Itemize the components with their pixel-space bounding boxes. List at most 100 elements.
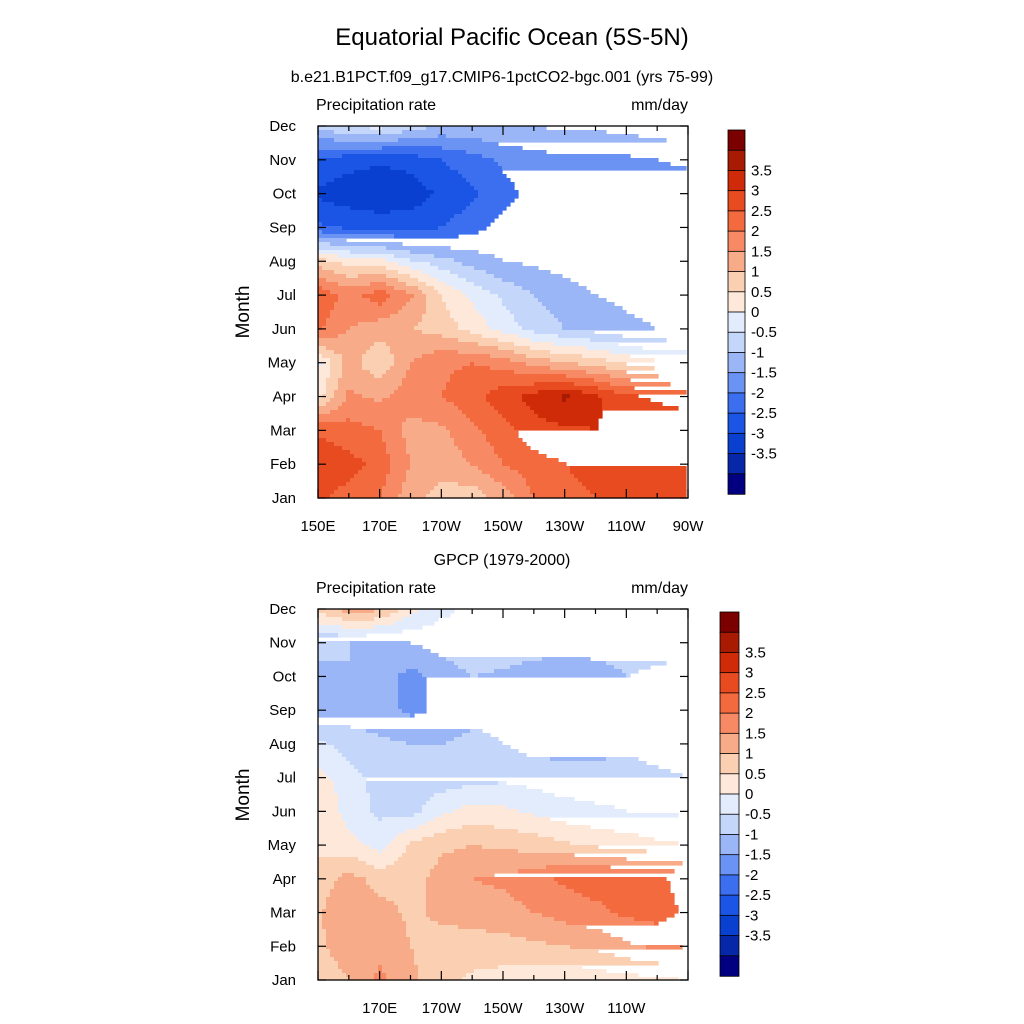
- colorbar-swatch: [719, 611, 740, 633]
- colorbar-label: 3: [745, 665, 753, 682]
- colorbar-label: 2: [745, 705, 753, 722]
- colorbar-swatch: [719, 854, 740, 876]
- colorbar-swatch: [727, 170, 746, 192]
- panel-model-left-label: Precipitation rate: [316, 97, 436, 114]
- lon-label: 150W: [483, 1000, 523, 1017]
- month-label: Aug: [269, 253, 296, 270]
- colorbar-label: -2: [745, 867, 758, 884]
- colorbar-swatch: [727, 230, 746, 253]
- colorbar-swatch: [727, 250, 746, 273]
- month-label: Jul: [277, 287, 296, 304]
- month-label: Mar: [270, 905, 296, 922]
- month-label: May: [268, 837, 297, 854]
- month-label: Apr: [273, 871, 296, 888]
- colorbar-label: 1.5: [751, 243, 772, 260]
- lon-label: 90W: [673, 518, 705, 535]
- colorbar-swatch: [719, 652, 740, 674]
- colorbar-label: 2: [751, 223, 759, 240]
- colorbar-swatch: [719, 834, 740, 856]
- colorbar-swatch: [719, 935, 740, 957]
- lon-label: 150W: [483, 518, 523, 535]
- lon-label: 170W: [422, 518, 462, 535]
- panel-model-colorbar: 3.5 3 2.5 2 1.5 1 0.5 0 -0.5 -1 -1.5 -2 -2.5 -3 -3.5: [727, 129, 777, 495]
- colorbar-label: 3.5: [751, 162, 772, 179]
- colorbar-label: -3.5: [745, 928, 771, 945]
- colorbar-label: -1: [745, 826, 758, 843]
- panel-gpcp: GPCP (1979-2000) Precipitation rate mm/d…: [233, 552, 771, 1017]
- colorbar-swatch: [719, 955, 740, 977]
- colorbar-swatch: [719, 874, 740, 896]
- month-label: Sep: [269, 219, 296, 236]
- month-label: May: [268, 355, 297, 372]
- month-label: Feb: [270, 456, 296, 473]
- panel-gpcp-subtitle: GPCP (1979-2000): [434, 552, 571, 569]
- panel-gpcp-ylabel: Month: [233, 769, 254, 822]
- precip-field: [318, 609, 683, 981]
- lon-label: 170E: [362, 518, 397, 535]
- colorbar-swatch: [727, 331, 746, 354]
- month-label: Jun: [272, 321, 296, 338]
- colorbar-swatch: [727, 453, 746, 475]
- colorbar-swatch: [727, 432, 746, 455]
- month-label: Dec: [269, 118, 296, 135]
- month-label: Jan: [272, 490, 296, 507]
- month-label: Jan: [272, 972, 296, 989]
- colorbar-swatch: [719, 813, 740, 836]
- colorbar-swatch: [719, 631, 740, 654]
- month-label: Oct: [273, 668, 297, 685]
- panel-model-right-label: mm/day: [631, 97, 688, 114]
- colorbar-swatch: [727, 473, 746, 495]
- colorbar-label: -1.5: [751, 365, 777, 382]
- month-label: Jul: [277, 770, 296, 787]
- colorbar-label: 1: [745, 746, 753, 763]
- panel-gpcp-right-label: mm/day: [631, 580, 688, 597]
- colorbar-label: 3.5: [745, 644, 766, 661]
- lon-label: 170W: [422, 1000, 462, 1017]
- colorbar-swatch: [719, 894, 740, 917]
- colorbar-swatch: [727, 412, 746, 435]
- colorbar-swatch: [719, 914, 740, 937]
- month-label: Aug: [269, 736, 296, 753]
- colorbar-swatch: [719, 753, 740, 775]
- colorbar-label: 0: [745, 786, 753, 803]
- colorbar-label: -0.5: [745, 806, 771, 823]
- colorbar-swatch: [719, 712, 740, 735]
- colorbar-label: -2: [751, 385, 764, 402]
- panel-model-subtitle: b.e21.B1PCT.f09_g17.CMIP6-1pctCO2-bgc.00…: [291, 69, 713, 86]
- month-label: Feb: [270, 938, 296, 955]
- lon-label: 130W: [545, 1000, 585, 1017]
- colorbar-swatch: [719, 793, 740, 815]
- colorbar-label: -2.5: [745, 887, 771, 904]
- colorbar-swatch: [727, 372, 746, 394]
- colorbar-swatch: [727, 311, 746, 333]
- month-label: Apr: [273, 389, 296, 406]
- colorbar-label: -1.5: [745, 847, 771, 864]
- colorbar-swatch: [727, 149, 746, 172]
- colorbar-label: 2.5: [751, 203, 772, 220]
- colorbar-label: -3: [751, 425, 764, 442]
- lon-label: 130W: [545, 518, 585, 535]
- panel-model-ylabel: Month: [233, 286, 254, 339]
- colorbar-label: -1: [751, 344, 764, 361]
- month-label: Mar: [270, 422, 296, 439]
- lon-label: 150E: [300, 518, 335, 535]
- lon-label: 110W: [607, 518, 646, 535]
- panel-gpcp-colorbar: 3.5 3 2.5 2 1.5 1 0.5 0 -0.5 -1 -1.5 -2 -2.5 -3 -3.5: [719, 611, 771, 977]
- colorbar-swatch: [719, 732, 740, 755]
- colorbar-swatch: [727, 291, 746, 313]
- lon-label: 170E: [362, 1000, 397, 1017]
- month-label: Nov: [269, 152, 296, 169]
- colorbar-label: 2.5: [745, 685, 766, 702]
- colorbar-swatch: [727, 271, 746, 293]
- figure-title: Equatorial Pacific Ocean (5S-5N): [335, 24, 688, 51]
- month-label: Oct: [273, 186, 297, 203]
- colorbar-label: -3: [745, 907, 758, 924]
- month-label: Sep: [269, 702, 296, 719]
- panel-model: b.e21.B1PCT.f09_g17.CMIP6-1pctCO2-bgc.00…: [233, 69, 777, 535]
- colorbar-label: -3.5: [751, 446, 777, 463]
- panel-gpcp-left-label: Precipitation rate: [316, 580, 436, 597]
- colorbar-label: 0.5: [745, 766, 766, 783]
- colorbar-label: -2.5: [751, 405, 777, 422]
- colorbar-label: 1: [751, 264, 759, 281]
